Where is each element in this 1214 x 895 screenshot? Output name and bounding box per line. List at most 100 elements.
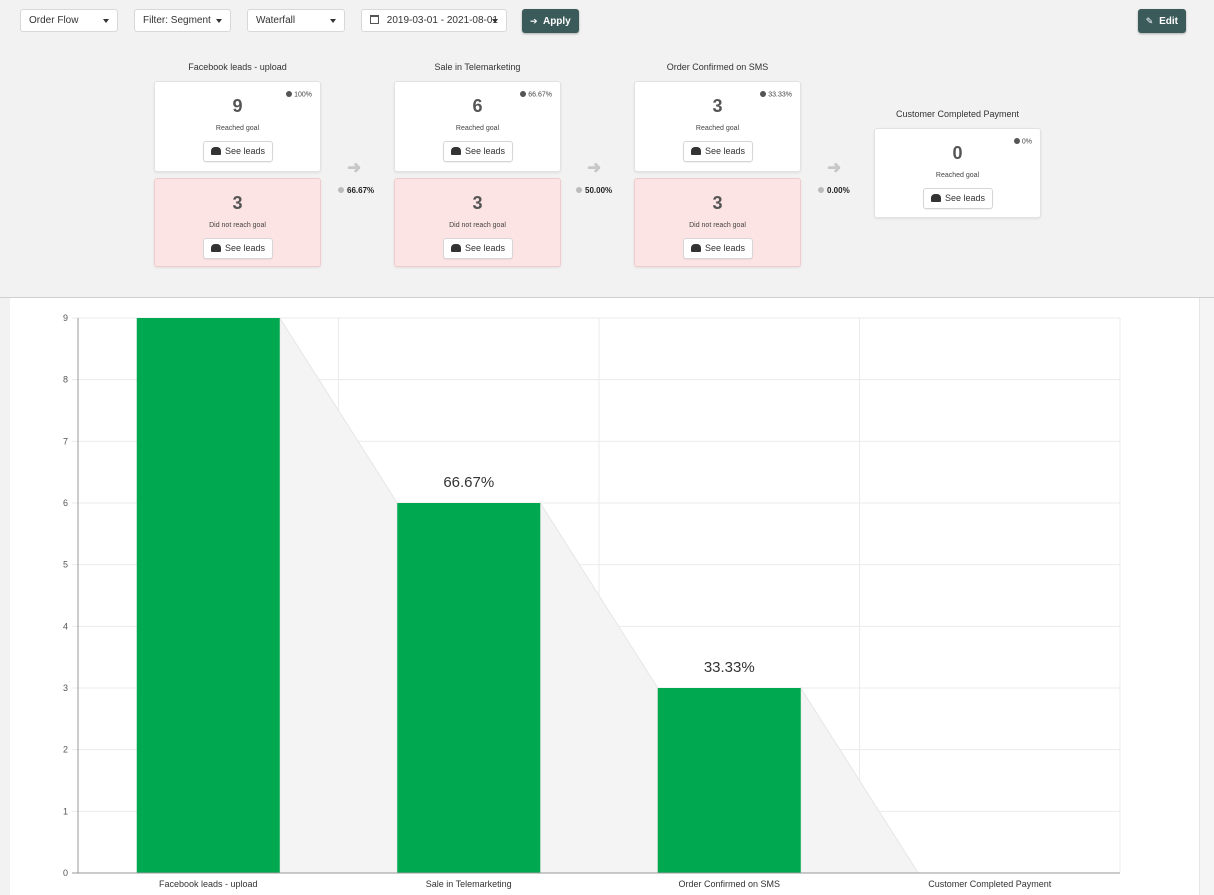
arrow-right-icon: ➔ [530, 16, 538, 26]
info-icon [520, 91, 527, 97]
see-leads-label: See leads [944, 193, 986, 203]
see-leads-label: See leads [224, 243, 266, 253]
pencil-icon: ✎ [1145, 16, 1154, 26]
conversion-value: 0.00% [827, 186, 850, 195]
flow-select[interactable]: Order Flow [20, 9, 118, 32]
missed-count: 3 [712, 193, 723, 213]
reached-count: 0 [952, 143, 963, 163]
reached-card: 0% 0 Reached goal See leads [874, 128, 1041, 218]
reached-count: 3 [712, 96, 723, 116]
conversion-rate-2: 50.00% [576, 186, 612, 195]
reached-card: 33.33% 3 Reached goal See leads [634, 81, 801, 172]
arrow-right-icon: ➜ [827, 158, 842, 177]
users-icon [690, 146, 701, 155]
info-icon [818, 187, 824, 193]
date-range-picker[interactable]: 2019-03-01 - 2021-08-01 [361, 9, 507, 32]
see-leads-button[interactable]: See leads [683, 141, 753, 162]
x-tick-label: Facebook leads - upload [159, 879, 258, 889]
chevron-down-icon [330, 19, 336, 23]
see-leads-button[interactable]: See leads [683, 238, 753, 259]
section-divider [0, 297, 1214, 298]
edit-button[interactable]: ✎ Edit [1137, 9, 1186, 33]
view-select[interactable]: Waterfall [247, 9, 345, 32]
users-icon [210, 146, 221, 155]
missed-label: Did not reach goal [449, 222, 506, 229]
see-leads-label: See leads [464, 146, 506, 156]
y-tick-label: 2 [63, 745, 68, 755]
see-leads-button[interactable]: See leads [443, 238, 513, 259]
reached-label: Reached goal [455, 125, 500, 132]
info-icon [286, 91, 293, 97]
users-icon [690, 243, 701, 252]
scrollbar[interactable] [1199, 298, 1214, 895]
edit-button-label: Edit [1159, 16, 1178, 27]
bar [657, 688, 801, 873]
see-leads-label: See leads [224, 146, 266, 156]
apply-button[interactable]: ➔ Apply [522, 9, 579, 33]
see-leads-button[interactable]: See leads [203, 141, 273, 162]
see-leads-button[interactable]: See leads [443, 141, 513, 162]
reached-count: 6 [472, 96, 483, 116]
missed-card: 3 Did not reach goal See leads [634, 178, 801, 267]
missed-card: 3 Did not reach goal See leads [394, 178, 561, 267]
view-select-value: Waterfall [256, 15, 296, 26]
info-icon [576, 187, 582, 193]
chevron-down-icon [216, 19, 222, 23]
users-icon [930, 193, 941, 202]
reached-percentage: 66.67% [520, 91, 552, 99]
reached-percentage: 0% [1013, 138, 1032, 146]
step-title: Sale in Telemarketing [434, 62, 521, 72]
y-tick-label: 5 [63, 560, 68, 570]
see-leads-label: See leads [704, 146, 746, 156]
bar [136, 318, 280, 873]
x-tick-label: Sale in Telemarketing [426, 879, 512, 889]
users-icon [450, 146, 461, 155]
info-icon [1013, 138, 1020, 144]
missed-label: Did not reach goal [689, 222, 746, 229]
missed-count: 3 [232, 193, 243, 213]
reached-label: Reached goal [215, 125, 260, 132]
users-icon [450, 243, 461, 252]
see-leads-button[interactable]: See leads [203, 238, 273, 259]
info-icon [760, 91, 767, 97]
reached-label: Reached goal [695, 125, 740, 132]
see-leads-label: See leads [704, 243, 746, 253]
conversion-rate-3: 0.00% [818, 186, 850, 195]
reached-card: 100% 9 Reached goal See leads [154, 81, 321, 172]
y-tick-label: 4 [63, 621, 68, 631]
chart-canvas: 0 1 2 3 4 5 6 7 8 9 Facebook leads - upload 66.67% S… [63, 313, 1121, 889]
y-tick-label: 3 [63, 683, 68, 693]
y-tick-label: 1 [63, 806, 68, 816]
step-title: Customer Completed Payment [895, 109, 1020, 119]
reached-card: 66.67% 6 Reached goal See leads [394, 81, 561, 172]
x-tick-label: Order Confirmed on SMS [678, 879, 780, 889]
chevron-down-icon [492, 19, 498, 23]
bar [397, 503, 541, 873]
reached-pct-value: 0% [1021, 138, 1032, 146]
info-icon [338, 187, 344, 193]
reached-pct-value: 66.67% [528, 91, 552, 99]
data-label: 66.67% [443, 474, 494, 491]
reached-count: 9 [232, 96, 243, 116]
arrow-right-icon: ➜ [347, 158, 362, 177]
step-title: Facebook leads - upload [188, 62, 287, 72]
data-label: 33.33% [704, 659, 755, 676]
users-icon [210, 243, 221, 252]
filter-select[interactable]: Filter: Segment [134, 9, 231, 32]
missed-count: 3 [472, 193, 483, 213]
conversion-value: 66.67% [347, 186, 375, 195]
filter-select-value: Filter: Segment [143, 15, 211, 26]
toolbar: Order Flow Filter: Segment Waterfall 201… [20, 9, 1186, 33]
y-tick-label: 0 [63, 868, 68, 878]
missed-card: 3 Did not reach goal See leads [154, 178, 321, 267]
reached-label: Reached goal [935, 172, 980, 179]
missed-label: Did not reach goal [209, 222, 266, 229]
reached-pct-value: 100% [294, 91, 312, 99]
see-leads-button[interactable]: See leads [923, 188, 993, 209]
waterfall-chart: 0 1 2 3 4 5 6 7 8 9 Facebook leads - upload 66.67% S… [10, 298, 1199, 895]
date-range-value: 2019-03-01 - 2021-08-01 [386, 15, 498, 26]
y-tick-label: 7 [63, 436, 68, 446]
flow-select-value: Order Flow [29, 15, 79, 26]
reached-percentage: 100% [286, 91, 312, 99]
x-tick-label: Customer Completed Payment [928, 879, 1052, 889]
